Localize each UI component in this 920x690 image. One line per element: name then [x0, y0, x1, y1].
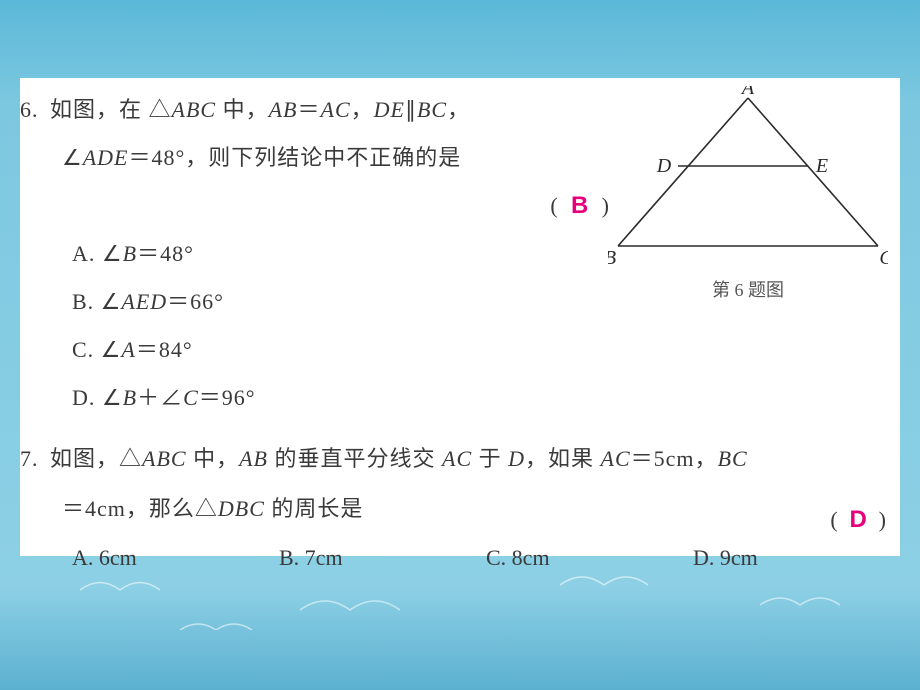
- q6-opt-c: C. ∠A＝84°: [20, 326, 620, 374]
- q6-text-block: 6.如图，在 △ABC 中，AB＝AC，DE∥BC， ∠ADE＝48°，则下列结…: [20, 86, 620, 422]
- question-7: 7.如图，△ABC 中，AB 的垂直平分线交 AC 于 D，如果 AC＝5cm，…: [20, 434, 900, 582]
- q6-figure: ABCDE 第 6 题图: [608, 86, 888, 286]
- q7-paren-close: ): [879, 507, 886, 532]
- q6-number: 6.: [20, 86, 50, 134]
- q7-opt-a: A. 6cm: [72, 534, 279, 582]
- q7-answer: D: [843, 506, 873, 534]
- q6-stem-2: ∠ADE＝48°，则下列结论中不正确的是: [62, 145, 461, 170]
- q6-opt-d: D. ∠B＋∠C＝96°: [20, 374, 620, 422]
- q7-stem-1: 如图，△ABC 中，AB 的垂直平分线交 AC 于 D，如果 AC＝5cm，BC: [50, 446, 748, 471]
- svg-text:E: E: [815, 155, 828, 177]
- q6-opt-b: B. ∠AED＝66°: [20, 278, 620, 326]
- q6-answer-line: ( B ): [20, 182, 620, 230]
- q6-paren-open: (: [550, 193, 558, 218]
- q7-opt-d: D. 9cm: [693, 534, 900, 582]
- content-panel: 6.如图，在 △ABC 中，AB＝AC，DE∥BC， ∠ADE＝48°，则下列结…: [20, 78, 900, 556]
- question-6: 6.如图，在 △ABC 中，AB＝AC，DE∥BC， ∠ADE＝48°，则下列结…: [20, 86, 900, 422]
- q7-number: 7.: [20, 434, 50, 484]
- q6-opt-a: A. ∠B＝48°: [20, 230, 620, 278]
- q7-answer-wrap: ( D ): [830, 506, 886, 534]
- q6-answer: B: [565, 182, 595, 230]
- q7-paren-open: (: [830, 507, 837, 532]
- q6-stem-1: 如图，在 △ABC 中，AB＝AC，DE∥BC，: [50, 97, 470, 122]
- q6-line2: ∠ADE＝48°，则下列结论中不正确的是: [20, 134, 620, 182]
- q7-line1: 7.如图，△ABC 中，AB 的垂直平分线交 AC 于 D，如果 AC＝5cm，…: [20, 434, 900, 484]
- q7-line2: ＝4cm，那么△DBC 的周长是: [20, 484, 900, 534]
- q7-opt-b: B. 7cm: [279, 534, 486, 582]
- svg-text:A: A: [740, 86, 755, 99]
- q6-triangle-svg: A B C D E: [608, 86, 888, 266]
- q7-opt-c: C. 8cm: [486, 534, 693, 582]
- q6-figure-caption: 第 6 题图: [608, 276, 888, 302]
- q7-options: A. 6cm B. 7cm C. 8cm D. 9cm: [20, 534, 900, 582]
- svg-text:B: B: [608, 247, 616, 266]
- q6-line1: 6.如图，在 △ABC 中，AB＝AC，DE∥BC，: [20, 86, 620, 134]
- q7-stem-2: ＝4cm，那么△DBC 的周长是: [62, 496, 363, 521]
- svg-text:D: D: [656, 155, 672, 177]
- svg-text:C: C: [879, 247, 888, 266]
